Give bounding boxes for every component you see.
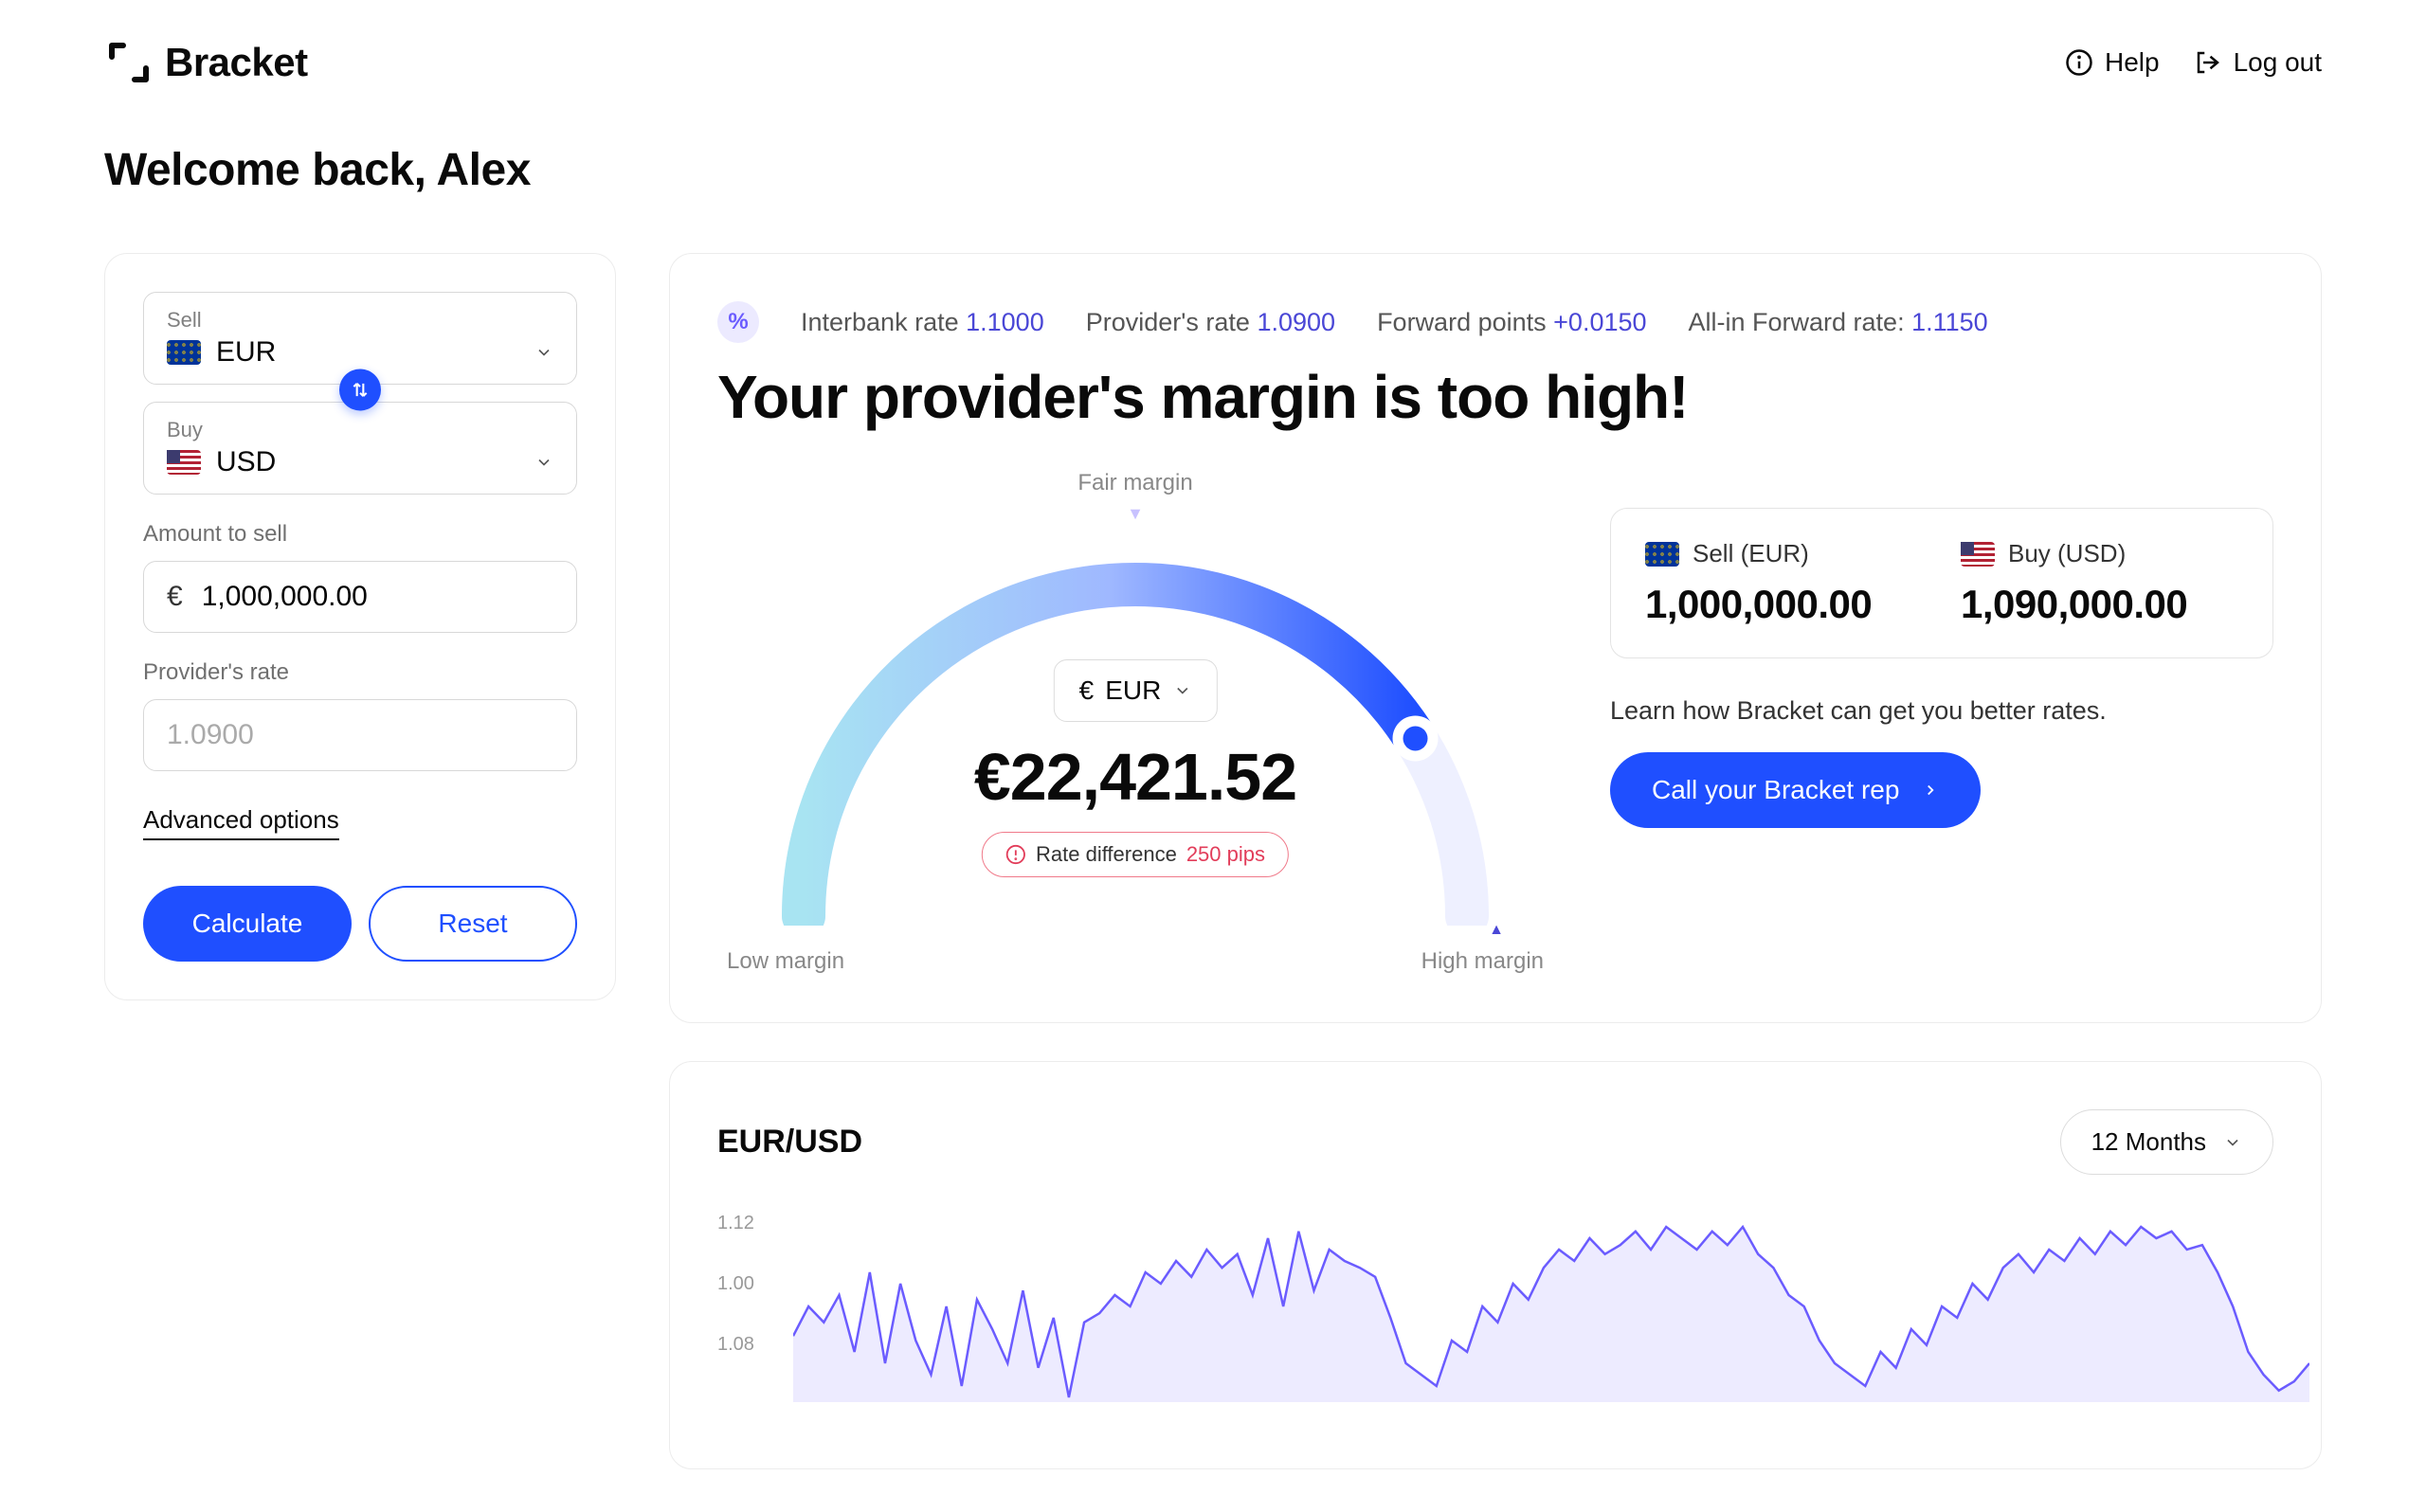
swap-icon xyxy=(351,380,370,399)
call-rep-button[interactable]: Call your Bracket rep xyxy=(1610,752,1981,828)
sell-amount: 1,000,000.00 xyxy=(1645,582,1923,627)
help-label: Help xyxy=(2105,47,2160,78)
margin-headline: Your provider's margin is too high! xyxy=(717,362,2273,432)
bracket-logo-icon xyxy=(104,38,154,87)
high-margin-marker-icon: ▲ xyxy=(717,922,1553,939)
eu-flag-icon xyxy=(167,340,201,365)
gauge-currency-select[interactable]: € EUR xyxy=(1054,659,1218,722)
eu-flag-icon xyxy=(1645,542,1679,567)
gauge-value: €22,421.52 xyxy=(974,739,1296,815)
chevron-down-icon xyxy=(534,343,553,362)
chevron-right-icon xyxy=(1922,782,1939,799)
info-icon xyxy=(2065,48,2093,77)
logout-label: Log out xyxy=(2234,47,2322,78)
margin-gauge: Fair margin ▼ € EUR xyxy=(717,470,1553,975)
chevron-down-icon xyxy=(1172,681,1191,700)
chart-range-select[interactable]: 12 Months xyxy=(2060,1109,2273,1175)
provider-rate-input[interactable] xyxy=(167,719,553,751)
calculator-panel: Sell EUR Buy xyxy=(104,253,616,1000)
chevron-down-icon xyxy=(534,453,553,472)
chart-card: EUR/USD 12 Months 1.121.001.08 xyxy=(669,1061,2322,1469)
chart-y-axis: 1.121.001.08 xyxy=(717,1213,754,1395)
amount-symbol: € xyxy=(167,581,183,613)
logout-link[interactable]: Log out xyxy=(2194,47,2322,78)
provider-rate-wrap xyxy=(143,699,577,771)
percent-icon: % xyxy=(717,301,759,343)
pips-badge: Rate difference 250 pips xyxy=(982,832,1289,877)
swap-currencies-button[interactable] xyxy=(339,369,381,410)
reset-button[interactable]: Reset xyxy=(369,886,577,962)
logo-text: Bracket xyxy=(165,40,308,85)
us-flag-icon xyxy=(167,450,201,475)
welcome-heading: Welcome back, Alex xyxy=(104,144,2322,196)
advanced-options-link[interactable]: Advanced options xyxy=(143,805,339,840)
amount-input-wrap: € xyxy=(143,561,577,633)
fair-margin-label: Fair margin xyxy=(717,470,1553,496)
chevron-down-icon xyxy=(2223,1133,2242,1152)
provider-rate-label: Provider's rate xyxy=(143,659,577,686)
margin-card: % Interbank rate 1.1000 Provider's rate … xyxy=(669,253,2322,1023)
amount-input[interactable] xyxy=(202,581,568,613)
us-flag-icon xyxy=(1961,542,1995,567)
buy-currency-value: USD xyxy=(216,446,276,478)
sell-label: Sell xyxy=(167,308,553,333)
logout-icon xyxy=(2194,48,2222,77)
low-margin-label: Low margin xyxy=(727,948,844,975)
sell-buy-summary: Sell (EUR) 1,000,000.00 Buy (USD) 1,090,… xyxy=(1610,508,2273,658)
help-link[interactable]: Help xyxy=(2065,47,2160,78)
sell-currency-value: EUR xyxy=(216,336,276,369)
buy-currency-select[interactable]: Buy USD xyxy=(143,402,577,495)
buy-label: Buy xyxy=(167,418,553,442)
logo[interactable]: Bracket xyxy=(104,38,308,87)
buy-amount: 1,090,000.00 xyxy=(1961,582,2238,627)
alert-icon xyxy=(1005,844,1026,865)
chart-title: EUR/USD xyxy=(717,1124,862,1161)
rate-strip: % Interbank rate 1.1000 Provider's rate … xyxy=(717,301,2273,343)
rate-chart-icon xyxy=(793,1213,2309,1402)
header: Bracket Help Log out xyxy=(104,38,2322,87)
high-margin-label: High margin xyxy=(1421,948,1544,975)
learn-text: Learn how Bracket can get you better rat… xyxy=(1610,696,2273,726)
amount-label: Amount to sell xyxy=(143,521,577,548)
calculate-button[interactable]: Calculate xyxy=(143,886,352,962)
